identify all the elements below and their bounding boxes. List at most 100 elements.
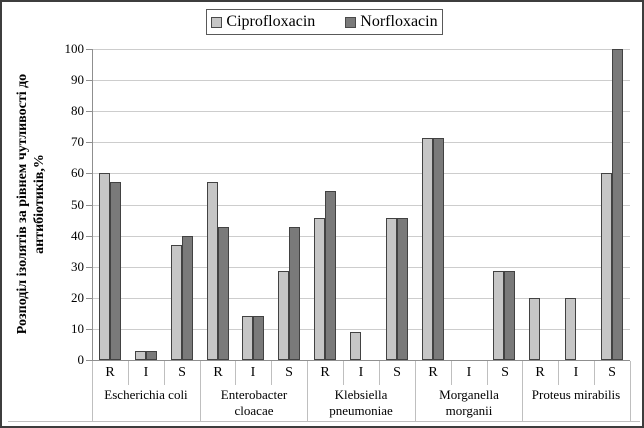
- gridline: [92, 80, 630, 81]
- y-tick-label: 70: [71, 134, 84, 149]
- category-label: S: [501, 365, 509, 380]
- bar-norfloxacin: [146, 351, 157, 360]
- legend-label-norfloxacin: Norfloxacin: [360, 13, 438, 30]
- group-label: Enterobacter cloacae: [220, 387, 288, 418]
- axis-table-bottom-line: [8, 421, 640, 422]
- legend-swatch-norfloxacin: [345, 16, 357, 28]
- legend-item-ciprofloxacin: Ciprofloxacin: [211, 14, 315, 30]
- x-axis-line: [92, 360, 630, 361]
- group-label: Proteus mirabilis: [531, 387, 621, 402]
- bar-ciprofloxacin: [242, 316, 253, 360]
- bar-ciprofloxacin: [314, 218, 325, 360]
- axis-separator: [451, 361, 452, 385]
- axis-separator: [594, 361, 595, 385]
- axis-separator: [343, 361, 344, 385]
- y-tick-label: 90: [71, 72, 84, 87]
- y-tick-mark: [86, 49, 92, 50]
- y-tick-mark: [86, 267, 92, 268]
- bar-ciprofloxacin: [207, 182, 218, 360]
- legend-swatch-ciprofloxacin: [211, 16, 223, 28]
- category-label: S: [608, 365, 616, 380]
- axis-separator-group: [522, 361, 523, 421]
- bar-ciprofloxacin: [99, 173, 110, 360]
- y-axis-line: [92, 49, 93, 360]
- gridline: [92, 111, 630, 112]
- y-tick-mark: [86, 111, 92, 112]
- group-label: Klebsiella pneumoniae: [329, 387, 393, 418]
- group-label: Morganella morganii: [439, 387, 499, 418]
- axis-separator: [164, 361, 165, 385]
- category-label: R: [428, 365, 438, 380]
- bar-norfloxacin: [110, 182, 121, 360]
- y-tick-label: 0: [77, 352, 85, 367]
- y-tick-mark: [86, 173, 92, 174]
- bar-ciprofloxacin: [493, 271, 504, 360]
- gridline: [92, 49, 630, 50]
- y-tick-label: 100: [64, 41, 85, 56]
- bar-norfloxacin: [397, 218, 408, 360]
- bar-norfloxacin: [218, 227, 229, 360]
- bar-norfloxacin: [182, 236, 193, 360]
- y-tick-label: 10: [71, 321, 84, 336]
- axis-separator-group: [307, 361, 308, 421]
- bar-ciprofloxacin: [422, 138, 433, 360]
- gridline: [92, 298, 630, 299]
- bar-ciprofloxacin: [386, 218, 397, 360]
- category-label: I: [466, 365, 472, 380]
- gridline: [92, 205, 630, 206]
- bar-norfloxacin: [253, 316, 264, 360]
- category-label: S: [393, 365, 401, 380]
- category-label: R: [320, 365, 330, 380]
- gridline: [92, 236, 630, 237]
- category-label: S: [285, 365, 293, 380]
- bar-norfloxacin: [289, 227, 300, 360]
- bar-ciprofloxacin: [135, 351, 146, 360]
- y-tick-mark: [86, 236, 92, 237]
- bar-norfloxacin: [325, 191, 336, 360]
- category-label: R: [213, 365, 223, 380]
- bar-norfloxacin: [433, 138, 444, 360]
- axis-separator: [235, 361, 236, 385]
- axis-separator-group: [630, 361, 631, 421]
- y-tick-mark: [86, 298, 92, 299]
- y-tick-label: 40: [71, 228, 84, 243]
- axis-separator-group: [415, 361, 416, 421]
- y-tick-mark: [86, 329, 92, 330]
- gridline: [92, 267, 630, 268]
- y-tick-label: 60: [71, 165, 84, 180]
- bar-norfloxacin: [612, 49, 623, 360]
- y-tick-label: 20: [71, 290, 84, 305]
- y-tick-mark: [86, 205, 92, 206]
- bar-ciprofloxacin: [601, 173, 612, 360]
- y-tick-mark: [86, 80, 92, 81]
- bar-ciprofloxacin: [565, 298, 576, 360]
- axis-separator: [379, 361, 380, 385]
- category-label: I: [573, 365, 579, 380]
- category-label: R: [105, 365, 115, 380]
- y-tick-label: 50: [71, 197, 84, 212]
- axis-separator: [558, 361, 559, 385]
- category-label: I: [143, 365, 149, 380]
- bar-ciprofloxacin: [278, 271, 289, 360]
- category-label: I: [250, 365, 256, 380]
- legend-item-norfloxacin: Norfloxacin: [345, 13, 438, 30]
- legend: Ciprofloxacin Norfloxacin: [206, 9, 443, 35]
- bar-ciprofloxacin: [171, 245, 182, 360]
- gridline: [92, 173, 630, 174]
- group-label: Escherichia coli: [104, 387, 188, 402]
- category-label: R: [535, 365, 545, 380]
- axis-separator-group: [92, 361, 93, 421]
- category-label: I: [358, 365, 364, 380]
- legend-label-ciprofloxacin: Ciprofloxacin: [226, 13, 316, 30]
- axis-separator: [271, 361, 272, 385]
- gridline: [92, 142, 630, 143]
- axis-separator: [128, 361, 129, 385]
- y-tick-label: 30: [71, 259, 84, 274]
- y-tick-mark: [86, 142, 92, 143]
- y-tick-mark: [86, 360, 92, 361]
- category-label: S: [178, 365, 186, 380]
- axis-separator: [487, 361, 488, 385]
- gridline: [92, 329, 630, 330]
- axis-separator-group: [200, 361, 201, 421]
